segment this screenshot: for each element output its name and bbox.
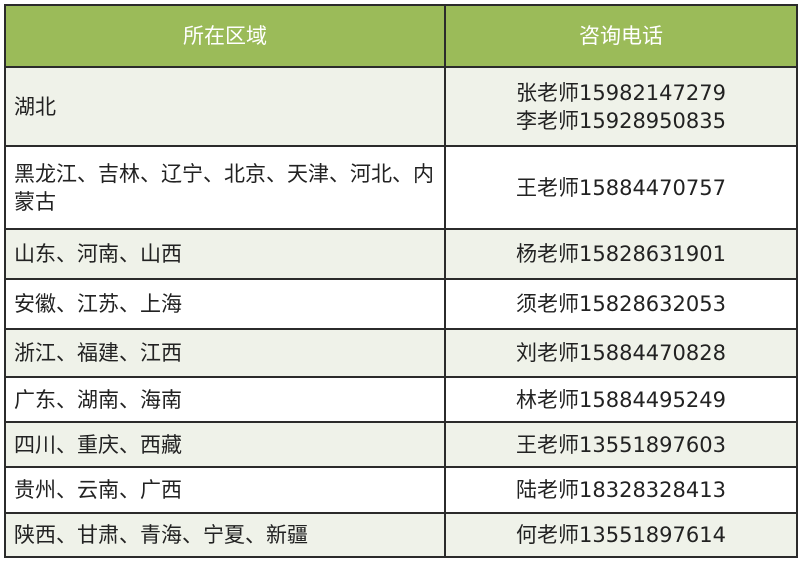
table-row: 安徽、江苏、上海 须老师15828632053 bbox=[4, 278, 798, 330]
contact: 李老师15928950835 bbox=[516, 108, 726, 133]
phone-cell: 王老师13551897603 bbox=[444, 421, 798, 468]
region-cell: 湖北 bbox=[4, 66, 446, 147]
phone-cell: 张老师15982147279 李老师15928950835 bbox=[444, 66, 798, 147]
phone-cell: 须老师15828632053 bbox=[444, 278, 798, 330]
region-cell: 黑龙江、吉林、辽宁、北京、天津、河北、内蒙古 bbox=[4, 145, 446, 230]
header-region: 所在区域 bbox=[4, 4, 446, 68]
region-cell: 广东、湖南、海南 bbox=[4, 376, 446, 423]
region-cell: 浙江、福建、江西 bbox=[4, 328, 446, 378]
phone-cell: 刘老师15884470828 bbox=[444, 328, 798, 378]
contact: 张老师15982147279 bbox=[516, 80, 726, 105]
table-row: 浙江、福建、江西 刘老师15884470828 bbox=[4, 328, 798, 378]
region-cell: 陕西、甘肃、青海、宁夏、新疆 bbox=[4, 512, 446, 558]
table-row: 山东、河南、山西 杨老师15828631901 bbox=[4, 228, 798, 280]
phone-cell: 陆老师18328328413 bbox=[444, 466, 798, 514]
region-cell: 四川、重庆、西藏 bbox=[4, 421, 446, 468]
region-cell: 安徽、江苏、上海 bbox=[4, 278, 446, 330]
phone-cell: 林老师15884495249 bbox=[444, 376, 798, 423]
table-row: 湖北 张老师15982147279 李老师15928950835 bbox=[4, 66, 798, 147]
table-row: 四川、重庆、西藏 王老师13551897603 bbox=[4, 421, 798, 468]
region-cell: 贵州、云南、广西 bbox=[4, 466, 446, 514]
table-row: 广东、湖南、海南 林老师15884495249 bbox=[4, 376, 798, 423]
phone-cell: 杨老师15828631901 bbox=[444, 228, 798, 280]
header-phone: 咨询电话 bbox=[444, 4, 798, 68]
table-row: 陕西、甘肃、青海、宁夏、新疆 何老师13551897614 bbox=[4, 512, 798, 558]
region-cell: 山东、河南、山西 bbox=[4, 228, 446, 280]
phone-cell: 何老师13551897614 bbox=[444, 512, 798, 558]
contact-table: 所在区域 咨询电话 湖北 张老师15982147279 李老师159289508… bbox=[4, 4, 798, 558]
table-row: 贵州、云南、广西 陆老师18328328413 bbox=[4, 466, 798, 514]
header-row: 所在区域 咨询电话 bbox=[4, 4, 798, 68]
table-row: 黑龙江、吉林、辽宁、北京、天津、河北、内蒙古 王老师15884470757 bbox=[4, 145, 798, 230]
phone-cell: 王老师15884470757 bbox=[444, 145, 798, 230]
